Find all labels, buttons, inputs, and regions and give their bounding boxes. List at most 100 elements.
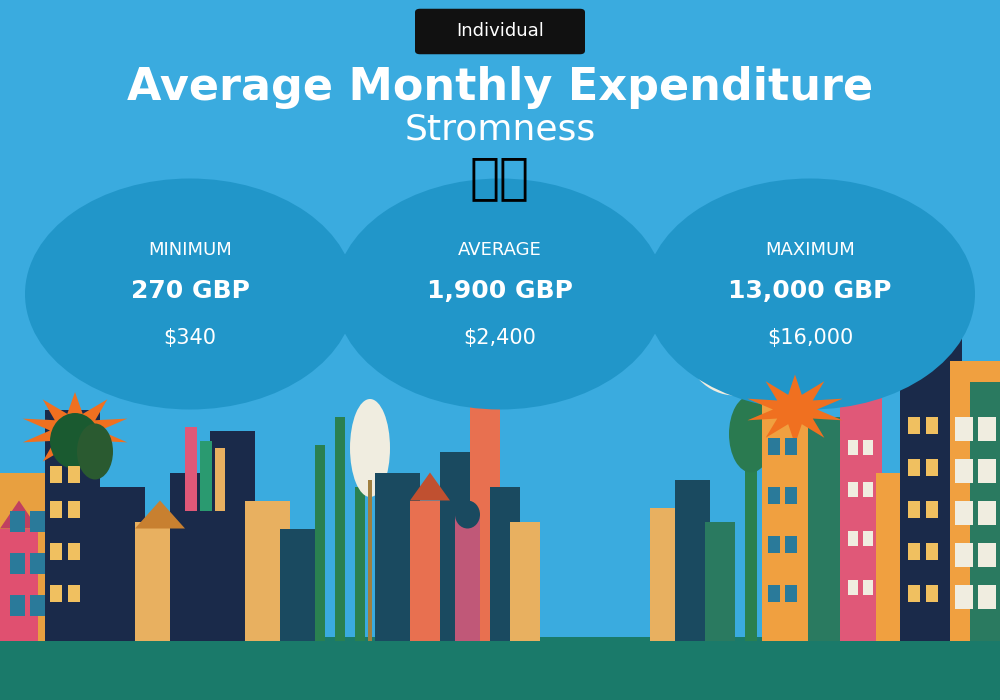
Ellipse shape — [155, 276, 285, 395]
Bar — [50, 500, 62, 518]
Bar — [50, 542, 62, 560]
Bar — [848, 580, 858, 595]
Bar — [490, 486, 520, 640]
Ellipse shape — [729, 395, 773, 472]
Text: MINIMUM: MINIMUM — [148, 241, 232, 259]
Bar — [848, 531, 858, 546]
Bar — [785, 486, 797, 504]
Bar — [0, 473, 55, 640]
Bar — [10, 595, 25, 616]
Bar — [908, 584, 920, 602]
Bar — [926, 584, 938, 602]
Bar — [955, 500, 973, 525]
Bar — [926, 458, 938, 476]
Bar — [848, 440, 858, 455]
Bar — [10, 511, 25, 532]
Bar — [50, 466, 62, 483]
Bar — [955, 542, 973, 567]
Bar — [848, 482, 858, 497]
Bar — [30, 553, 45, 574]
Bar — [210, 430, 255, 640]
Bar — [0, 637, 1000, 700]
Bar — [440, 452, 480, 640]
Bar — [876, 473, 908, 640]
Bar — [135, 522, 185, 640]
Bar — [510, 522, 540, 640]
Circle shape — [335, 178, 665, 410]
Bar — [170, 473, 220, 640]
Bar — [375, 473, 420, 640]
Bar — [675, 480, 710, 640]
Bar — [926, 416, 938, 434]
Bar — [785, 536, 797, 553]
Bar — [0, 528, 38, 640]
Bar — [368, 480, 372, 640]
Bar — [785, 584, 797, 602]
Bar — [185, 427, 197, 511]
Bar — [68, 500, 80, 518]
Bar — [900, 332, 962, 640]
Bar — [863, 580, 873, 595]
Ellipse shape — [685, 290, 785, 396]
Text: $340: $340 — [164, 328, 216, 348]
Text: Individual: Individual — [456, 22, 544, 41]
Bar — [955, 458, 973, 483]
Polygon shape — [747, 374, 843, 444]
Bar — [863, 482, 873, 497]
Bar — [68, 542, 80, 560]
Polygon shape — [0, 500, 38, 528]
Polygon shape — [135, 500, 185, 528]
Bar — [470, 395, 500, 640]
Bar — [955, 584, 973, 609]
Ellipse shape — [350, 399, 390, 497]
Text: $2,400: $2,400 — [464, 328, 536, 348]
Ellipse shape — [455, 500, 480, 528]
Text: 🇬🇧: 🇬🇧 — [470, 155, 530, 202]
Circle shape — [25, 178, 355, 410]
Bar — [978, 542, 996, 567]
Bar — [100, 486, 145, 640]
Ellipse shape — [175, 284, 255, 354]
Bar — [0, 640, 1000, 700]
Bar — [768, 536, 780, 553]
Bar — [705, 522, 735, 640]
Bar — [978, 458, 996, 483]
Bar — [355, 486, 365, 640]
Bar — [455, 514, 480, 640]
Bar — [200, 441, 212, 511]
Polygon shape — [410, 473, 450, 500]
Bar — [908, 458, 920, 476]
Bar — [978, 584, 996, 609]
Bar — [745, 430, 757, 640]
Bar — [926, 542, 938, 560]
Ellipse shape — [77, 424, 113, 480]
Bar — [863, 440, 873, 455]
Bar — [970, 382, 1000, 640]
Ellipse shape — [712, 262, 828, 388]
Ellipse shape — [50, 413, 100, 469]
FancyBboxPatch shape — [415, 8, 585, 55]
Circle shape — [645, 178, 975, 410]
Polygon shape — [23, 392, 127, 469]
Bar — [768, 486, 780, 504]
Bar — [10, 553, 25, 574]
Bar — [785, 438, 797, 455]
Bar — [926, 500, 938, 518]
Ellipse shape — [185, 287, 285, 378]
Ellipse shape — [715, 276, 795, 354]
Bar — [245, 500, 290, 640]
Bar — [68, 584, 80, 602]
Bar — [335, 416, 345, 640]
Text: 13,000 GBP: 13,000 GBP — [728, 279, 892, 302]
Bar — [863, 531, 873, 546]
Bar — [68, 466, 80, 483]
Bar — [908, 500, 920, 518]
Text: MAXIMUM: MAXIMUM — [765, 241, 855, 259]
Bar — [978, 500, 996, 525]
Bar — [840, 374, 882, 640]
Text: Stromness: Stromness — [404, 113, 596, 146]
Bar — [762, 360, 817, 640]
Text: 1,900 GBP: 1,900 GBP — [427, 279, 573, 302]
Bar — [908, 542, 920, 560]
Bar — [315, 444, 325, 640]
